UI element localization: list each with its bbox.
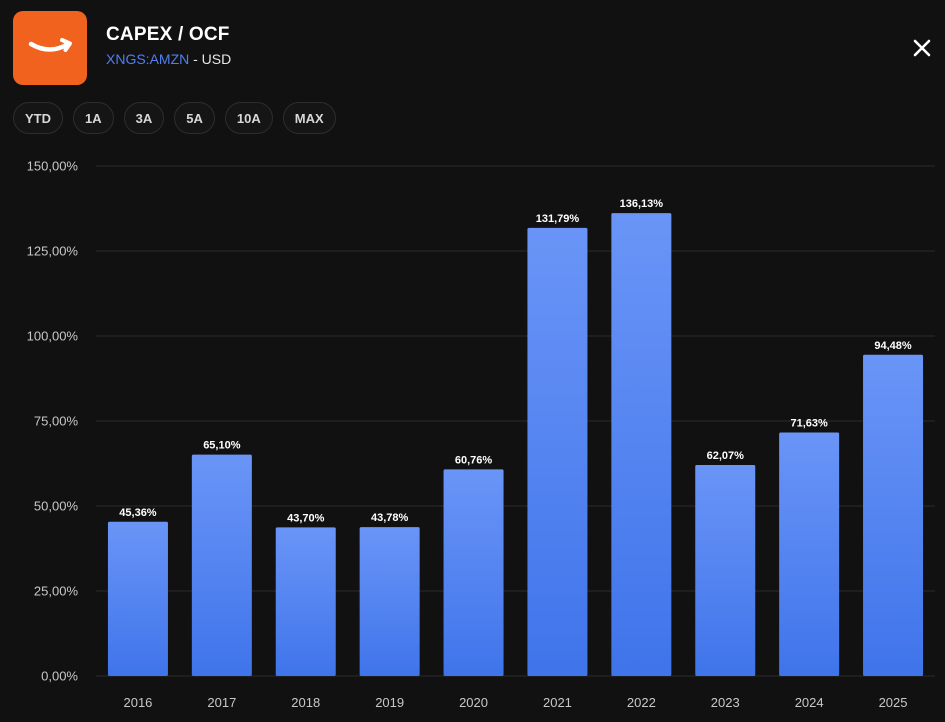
bar-2018[interactable] [275,527,336,676]
x-tick-label-2024: 2024 [795,695,824,710]
data-label-2019: 43,78% [371,512,409,524]
period-button-3a[interactable]: 3A [123,102,165,134]
data-label-2023: 62,07% [707,450,745,462]
company-logo [13,11,87,85]
bar-2016[interactable] [107,521,168,676]
bars [107,213,924,676]
x-tick-label-2019: 2019 [375,695,404,710]
x-tick-label-2018: 2018 [291,695,320,710]
y-axis: 0,00% 25,00% 50,00% 75,00% 100,00% 125,00% 150… [27,159,79,684]
bar-2022[interactable] [611,213,672,676]
y-tick-label: 0,00% [41,669,78,684]
data-label-2020: 60,76% [455,454,493,466]
data-labels: 45,36% 65,10% 43,70% 43,78% 60,76% 131,79% 136… [119,198,912,524]
period-button-5a[interactable]: 5A [174,102,215,134]
period-button-ytd[interactable]: YTD [13,102,63,134]
ticker-link[interactable]: XNGS:AMZN [106,51,190,67]
x-tick-label-2017: 2017 [207,695,236,710]
period-button-max[interactable]: MAX [282,102,336,134]
data-label-2022: 136,13% [620,198,664,210]
x-tick-label-2021: 2021 [543,695,572,710]
y-tick-label: 75,00% [34,414,79,429]
bar-2021[interactable] [527,227,588,676]
data-label-2021: 131,79% [536,213,580,225]
period-button-1a[interactable]: 1A [73,102,114,134]
subtitle: XNGS:AMZN - USD [106,51,231,67]
y-tick-label: 25,00% [34,584,79,599]
x-tick-label-2022: 2022 [627,695,656,710]
bar-2020[interactable] [443,469,504,676]
period-button-10a[interactable]: 10A [224,102,273,134]
bar-2023[interactable] [695,464,756,676]
y-tick-label: 50,00% [34,499,79,514]
page-title: CAPEX / OCF [106,24,230,45]
y-tick-label: 150,00% [27,159,79,174]
currency-label: - USD [189,51,232,67]
bar-2024[interactable] [779,432,840,676]
y-tick-label: 100,00% [27,329,79,344]
y-tick-label: 125,00% [27,244,79,259]
close-icon[interactable] [907,33,937,63]
data-label-2025: 94,48% [874,340,912,352]
bar-2017[interactable] [191,454,252,676]
x-tick-label-2020: 2020 [459,695,488,710]
amazon-smile-icon [28,38,72,52]
period-selector: YTD 1A 3A 5A 10A MAX [13,102,336,134]
data-label-2017: 65,10% [203,440,241,452]
x-tick-label-2016: 2016 [123,695,152,710]
data-label-2016: 45,36% [119,507,157,519]
bar-2019[interactable] [359,527,420,676]
data-label-2024: 71,63% [790,417,828,429]
x-tick-label-2023: 2023 [711,695,740,710]
x-axis: 2016 2017 2018 2019 2020 2021 2022 2023 2024 2025 [123,695,907,710]
data-label-2018: 43,70% [287,512,325,524]
bar-2025[interactable] [863,354,924,676]
x-tick-label-2025: 2025 [879,695,908,710]
